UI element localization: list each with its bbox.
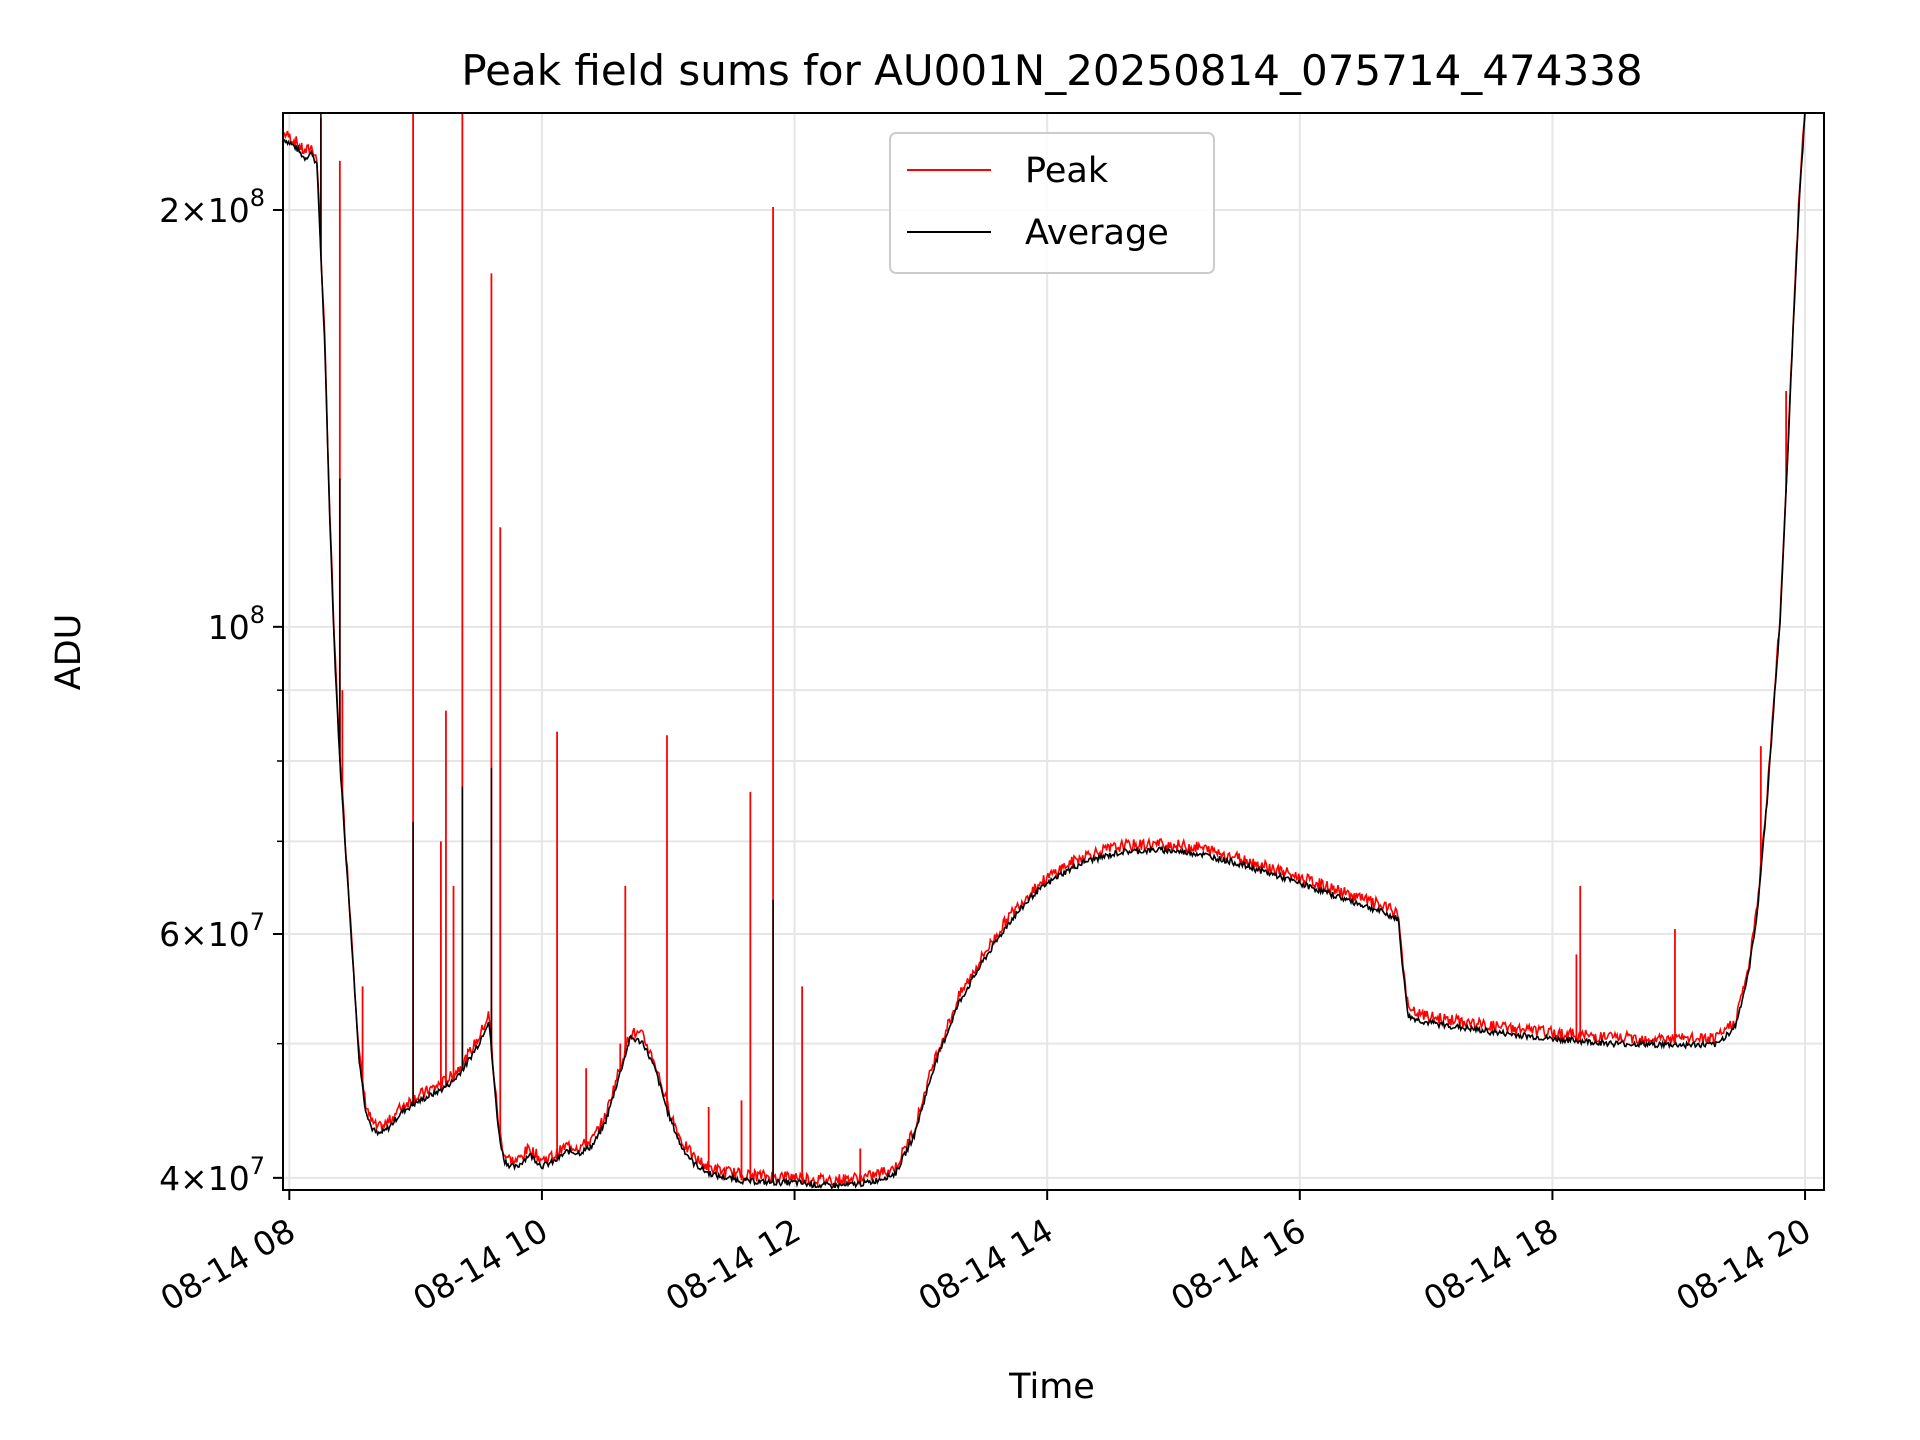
x-axis-label: Time (1008, 1367, 1095, 1407)
legend-label-average: Average (1025, 213, 1169, 253)
average-spikes (320, 113, 774, 1183)
chart-title: Peak field sums for AU001N_20250814_0757… (461, 46, 1642, 95)
legend-label-peak: Peak (1025, 151, 1109, 191)
legend-box (889, 132, 1215, 274)
plot-area (283, 113, 1806, 1190)
y-axis: 4×107 6×107 108 2×108 (159, 184, 283, 1198)
legend: Peak Average (889, 132, 1215, 274)
series-line-average (283, 113, 1806, 1190)
y-tick-label: 108 (208, 601, 265, 647)
y-tick-label: 2×108 (159, 184, 265, 230)
y-tick-label: 4×107 (159, 1152, 265, 1198)
series-line-peak (283, 113, 1806, 1187)
plot-frame (282, 112, 1825, 1191)
y-axis-label: ADU (49, 614, 89, 691)
y-tick-label: 6×107 (159, 908, 265, 954)
